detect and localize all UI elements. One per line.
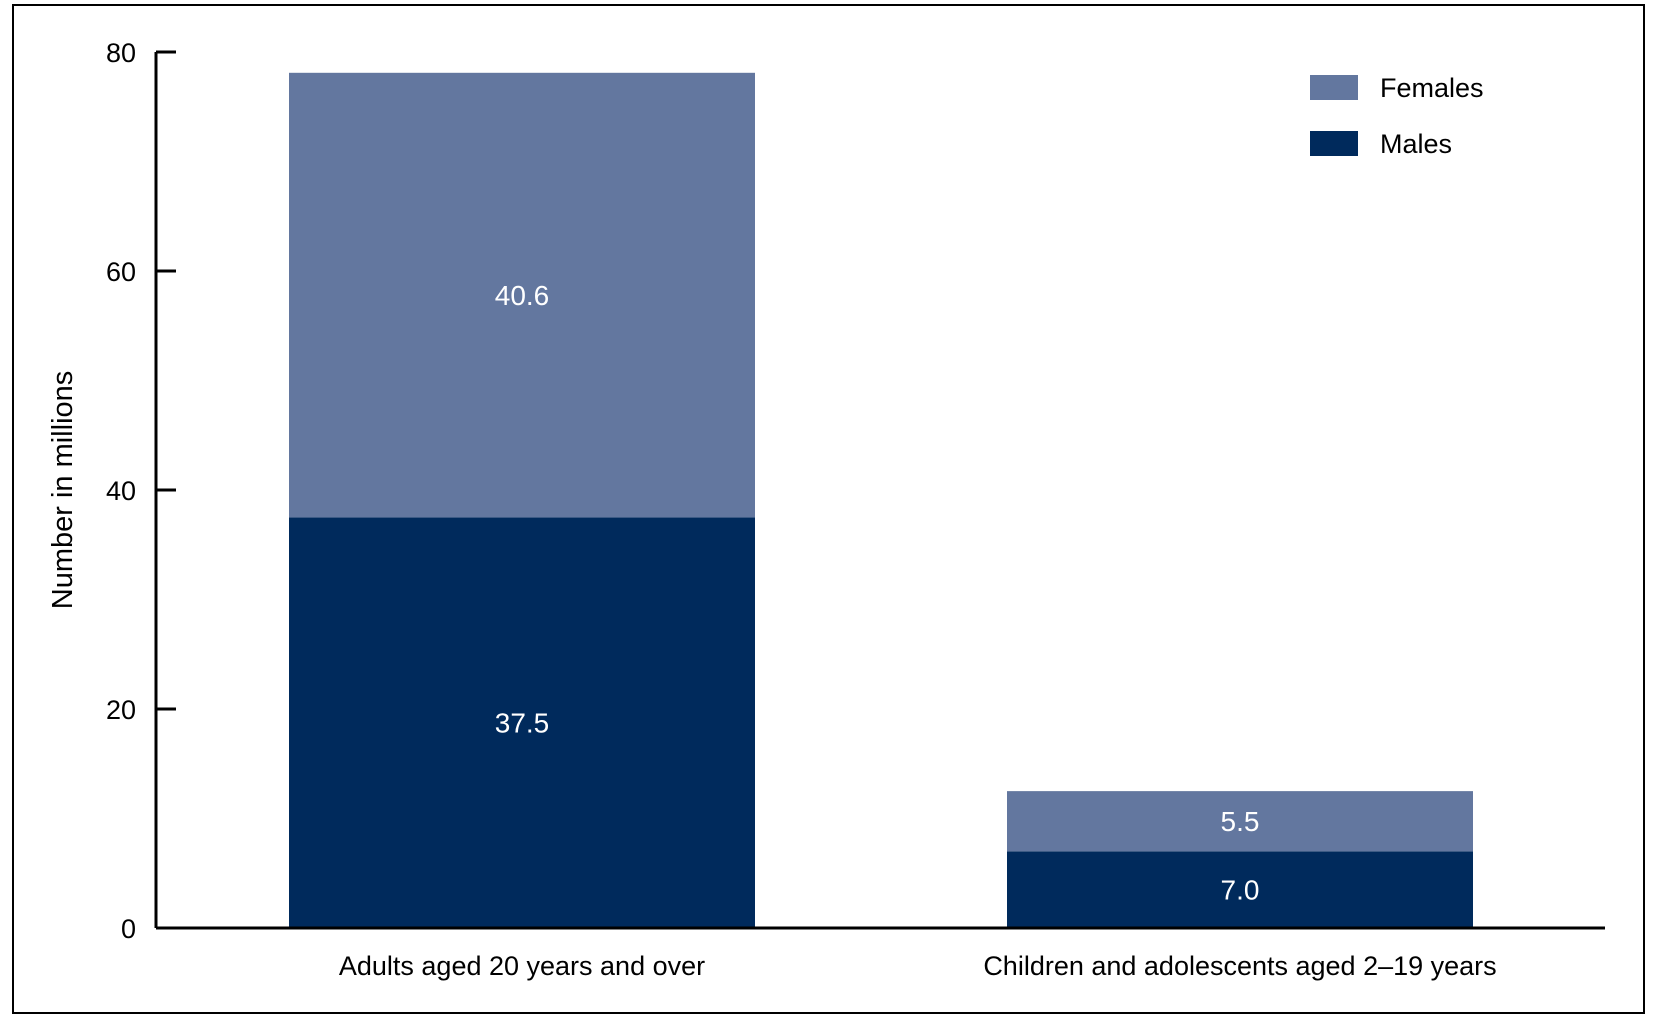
y-tick-label: 60	[106, 257, 136, 287]
x-category-label-2: Children and adolescents aged 2–19 years	[983, 951, 1496, 981]
y-tick-label: 40	[106, 476, 136, 506]
bar-segment-males-2	[1007, 851, 1473, 928]
y-axis-label: Number in millions	[47, 371, 79, 610]
y-tick-label: 0	[121, 914, 136, 944]
legend-swatch-females	[1310, 75, 1358, 100]
legend-swatch-males	[1310, 131, 1358, 156]
bar-segment-males-1	[289, 517, 755, 928]
legend-label-males: Males	[1380, 129, 1452, 159]
x-category-label-1: Adults aged 20 years and over	[339, 951, 705, 981]
x-ticks-layer: Adults aged 20 years and over Children an…	[339, 951, 1497, 981]
bar-segment-females-1	[289, 72, 755, 518]
data-label-females-2: 5.5	[1221, 806, 1260, 837]
legend: Females Males	[1310, 73, 1484, 159]
data-label-males-1: 37.5	[495, 708, 550, 739]
data-label-males-2: 7.0	[1221, 875, 1260, 906]
bar-segment-females-2	[1007, 791, 1473, 852]
bar-labels-layer: 37.5 40.6 7.0 5.5	[495, 280, 1260, 906]
bars-layer	[289, 72, 1473, 928]
legend-label-females: Females	[1380, 73, 1484, 103]
y-tick-label: 80	[106, 38, 136, 68]
y-tick-label: 20	[106, 695, 136, 725]
y-ticks-layer: 0 20 40 60 80	[106, 38, 176, 944]
data-label-females-1: 40.6	[495, 280, 550, 311]
